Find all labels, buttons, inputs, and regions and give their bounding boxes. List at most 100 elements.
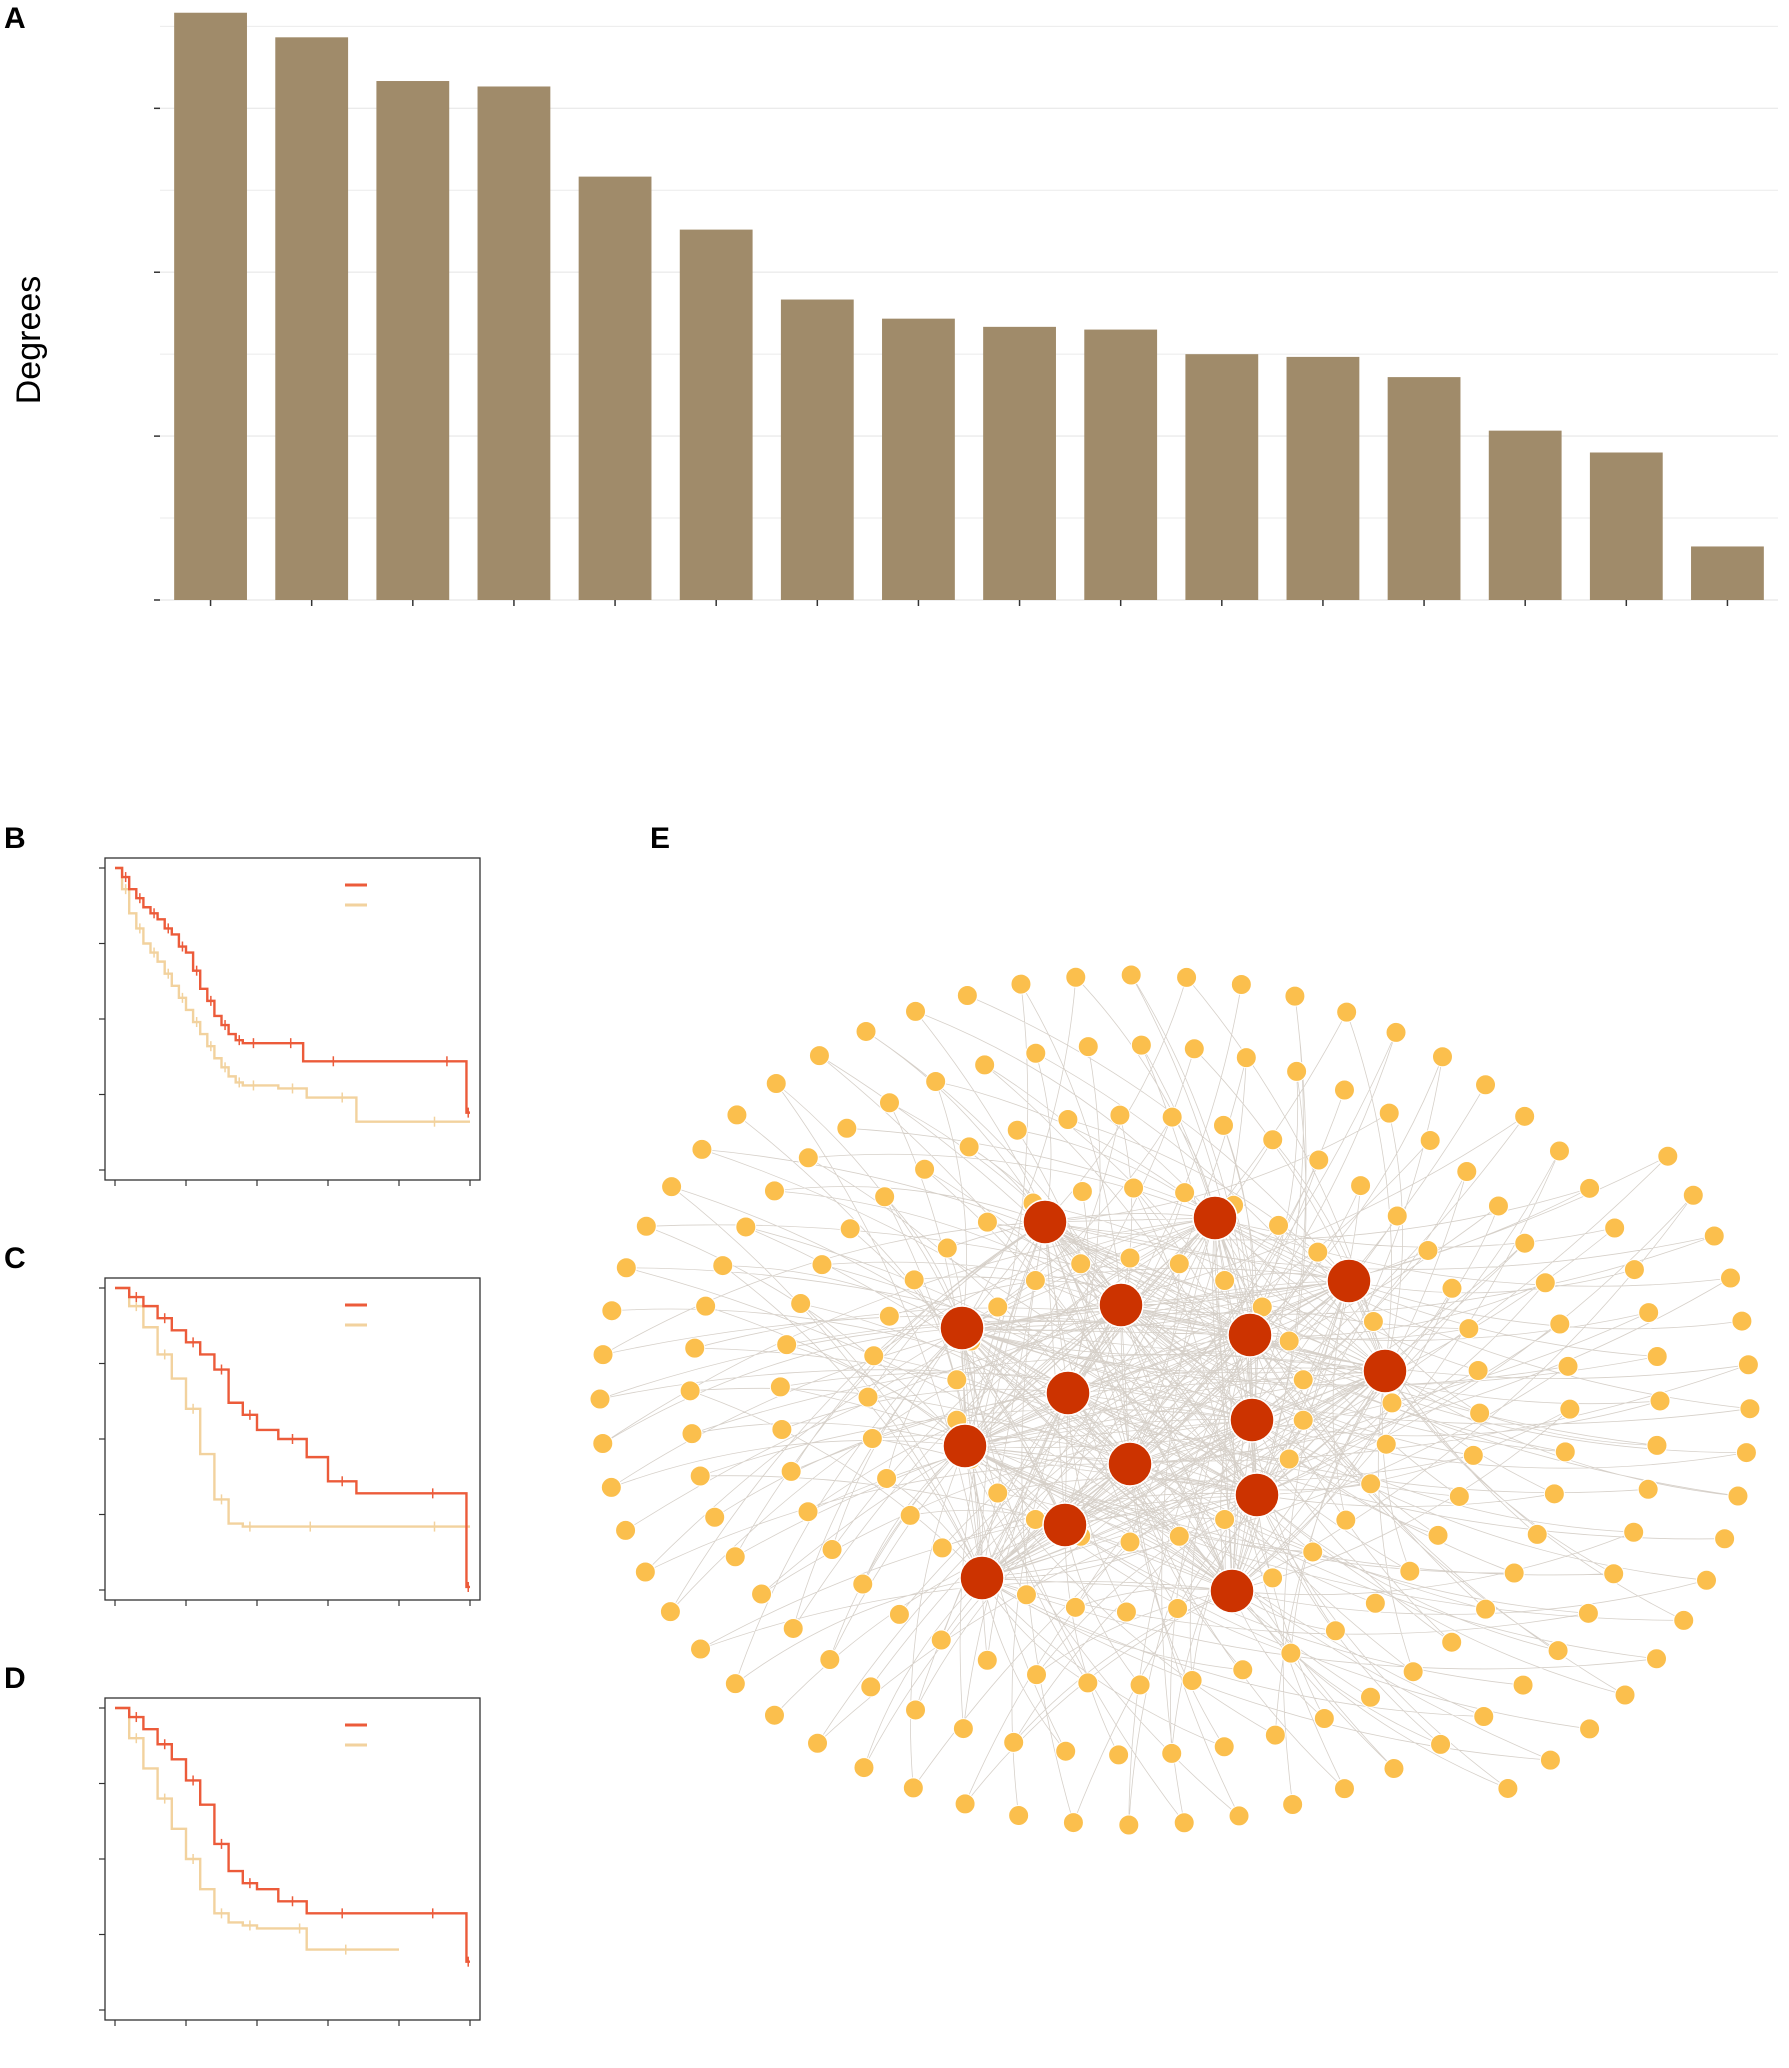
- gene-node: [1307, 1241, 1329, 1263]
- gene-node: [691, 1138, 713, 1160]
- gene-node: [1065, 966, 1087, 988]
- gene-node: [1284, 985, 1306, 1007]
- gene-node: [1682, 1184, 1704, 1206]
- gene-node: [1025, 1042, 1047, 1064]
- hub-node: [1362, 1348, 1408, 1394]
- gene-node: [600, 1476, 622, 1498]
- gene-node: [931, 1537, 953, 1559]
- gene-node: [1062, 1812, 1084, 1834]
- gene-node: [1070, 1253, 1092, 1275]
- gene-node: [1737, 1354, 1759, 1376]
- gene-node: [1727, 1485, 1749, 1507]
- hub-node: [942, 1423, 988, 1469]
- gene-node: [1603, 1563, 1625, 1585]
- gene-node: [954, 1793, 976, 1815]
- gene-node: [1176, 966, 1198, 988]
- gene-node: [1467, 1360, 1489, 1382]
- gene-node: [878, 1305, 900, 1327]
- gene-node: [1427, 1524, 1449, 1546]
- gene-node: [987, 1296, 1009, 1318]
- gene-node: [1462, 1444, 1484, 1466]
- gene-node: [1161, 1106, 1183, 1128]
- gene-node: [1108, 1744, 1130, 1766]
- gene-node: [1168, 1253, 1190, 1275]
- gene-node: [1057, 1109, 1079, 1131]
- hub-node: [1227, 1312, 1273, 1358]
- low-expression-curve: [115, 1286, 470, 1528]
- gene-node: [1313, 1707, 1335, 1729]
- gene-node: [763, 1180, 785, 1202]
- gene-node: [1512, 1674, 1534, 1696]
- hub-node: [1022, 1199, 1068, 1245]
- gene-node: [1557, 1355, 1579, 1377]
- gene-node: [1503, 1562, 1525, 1584]
- gene-node: [659, 1601, 681, 1623]
- gene-node: [1614, 1684, 1636, 1706]
- gene-node: [902, 1777, 924, 1799]
- gene-node: [634, 1561, 656, 1583]
- gene-node: [1735, 1442, 1757, 1464]
- gene-node: [1015, 1584, 1037, 1606]
- gene-node: [836, 1117, 858, 1139]
- gene-node: [1430, 1733, 1452, 1755]
- hub-node: [1229, 1397, 1275, 1443]
- gene-node: [1548, 1140, 1570, 1162]
- panel-label-d: D: [4, 1662, 26, 1695]
- gene-node: [592, 1344, 614, 1366]
- gene-node: [1333, 1778, 1355, 1800]
- gene-node: [1055, 1740, 1077, 1762]
- gene-node: [589, 1388, 611, 1410]
- gene-node: [1308, 1149, 1330, 1171]
- gene-node: [1333, 1079, 1355, 1101]
- gene-node: [952, 1718, 974, 1740]
- gene-node: [1280, 1642, 1302, 1664]
- gene-node: [1646, 1648, 1668, 1670]
- gene-node: [712, 1255, 734, 1277]
- panel-e-network: E: [589, 822, 1761, 1836]
- plot-frame: [104, 1697, 481, 2021]
- gene-node: [1324, 1620, 1346, 1642]
- y-axis-label: Degrees: [10, 276, 48, 405]
- hub-node: [1042, 1502, 1088, 1548]
- gene-node: [863, 1345, 885, 1367]
- gene-node: [1360, 1473, 1382, 1495]
- bar: [174, 12, 247, 600]
- gene-node: [1579, 1718, 1601, 1740]
- gene-node: [956, 985, 978, 1007]
- gene-node: [930, 1629, 952, 1651]
- gene-node: [1378, 1102, 1400, 1124]
- gene-node: [1183, 1038, 1205, 1060]
- gene-node: [1181, 1669, 1203, 1691]
- gene-node: [974, 1054, 996, 1076]
- gene-node: [1475, 1598, 1497, 1620]
- gene-node: [905, 1699, 927, 1721]
- gene-node: [1167, 1597, 1189, 1619]
- gene-node: [1579, 1177, 1601, 1199]
- gene-node: [1003, 1731, 1025, 1753]
- gene-node: [1008, 1805, 1030, 1827]
- bar: [578, 176, 652, 601]
- low-expression-curve: [115, 866, 470, 1123]
- gene-node: [1109, 1104, 1131, 1126]
- gene-node: [1213, 1736, 1235, 1758]
- gene-node: [1262, 1129, 1284, 1151]
- gene-node: [1119, 1247, 1141, 1269]
- gene-node: [1559, 1398, 1581, 1420]
- network-edges: [599, 974, 1750, 1826]
- gene-node: [790, 1293, 812, 1315]
- gene-node: [1119, 1531, 1141, 1553]
- gene-node: [726, 1104, 748, 1126]
- plot-frame: [104, 857, 481, 1181]
- gene-node: [1469, 1402, 1491, 1424]
- gene-node: [905, 1000, 927, 1022]
- gene-node: [735, 1216, 757, 1238]
- gene-node: [1638, 1302, 1660, 1324]
- high-expression-curve: [115, 1706, 470, 1963]
- gene-node: [853, 1757, 875, 1779]
- gene-node: [1123, 1177, 1145, 1199]
- gene-node: [1010, 973, 1032, 995]
- hub-node: [1192, 1195, 1238, 1241]
- gene-node: [860, 1676, 882, 1698]
- hub-node: [1326, 1258, 1372, 1304]
- gene-node: [1336, 1001, 1358, 1023]
